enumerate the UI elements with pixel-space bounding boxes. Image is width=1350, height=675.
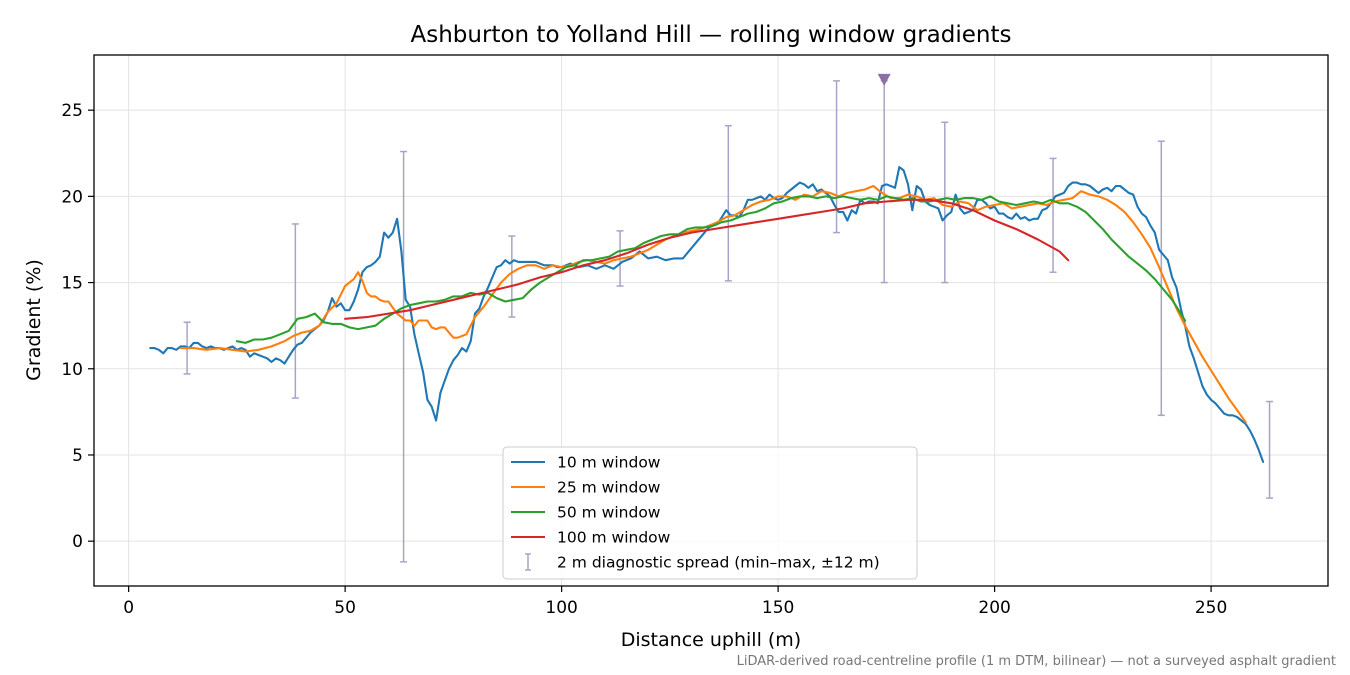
legend-label: 100 m window [557,529,671,547]
diagnostic-bar [724,124,732,282]
peak-marker-group [877,73,891,86]
series-line-1 [149,166,1265,463]
series-line-4 [344,198,1070,320]
diagnostic-bar [880,80,888,284]
diagnostic-bar [1049,157,1057,273]
footnote: LiDAR-derived road-centreline profile (1… [737,654,1336,669]
legend: 10 m window 25 m window 50 m window 100 m w… [502,446,918,580]
x-tick-label: 200 [978,598,1010,618]
legend-label: 10 m window [557,454,661,472]
diagnostic-bar [1266,400,1274,499]
peak-marker [877,73,891,86]
plot-frame [93,54,1329,587]
x-tick-label: 100 [545,598,577,618]
legend-label: 50 m window [557,504,661,522]
x-tick-label: 250 [1195,598,1227,618]
diagnostic-bar [508,235,516,318]
y-tick-label: 25 [61,101,83,121]
diagnostic-bar [291,223,299,399]
chart-title: Ashburton to Yolland Hill — rolling wind… [411,22,1012,48]
x-axis-title: Distance uphill (m) [621,629,801,651]
y-tick-label: 0 [72,532,83,552]
y-tick-label: 10 [61,360,83,380]
y-tick-label: 5 [72,446,83,466]
y-tick-label: 15 [61,274,83,294]
series-line-3 [235,195,1187,344]
diagnostic-bar [400,150,408,563]
x-axis-ticks: 0 50 100 150 200 250 [123,586,1227,618]
y-axis-title: Gradient (%) [23,259,45,381]
x-tick-label: 50 [334,598,356,618]
x-tick-label: 150 [762,598,794,618]
legend-box [502,446,918,580]
grid-lines [94,55,1328,586]
y-axis-ticks: 0 5 10 15 20 25 [61,101,94,552]
y-tick-label: 20 [61,187,83,207]
x-tick-label: 0 [123,598,134,618]
series-lines [149,166,1265,463]
legend-label: 2 m diagnostic spread (min–max, ±12 m) [557,554,880,572]
diagnostic-bar [1157,140,1165,417]
legend-label: 25 m window [557,479,661,497]
